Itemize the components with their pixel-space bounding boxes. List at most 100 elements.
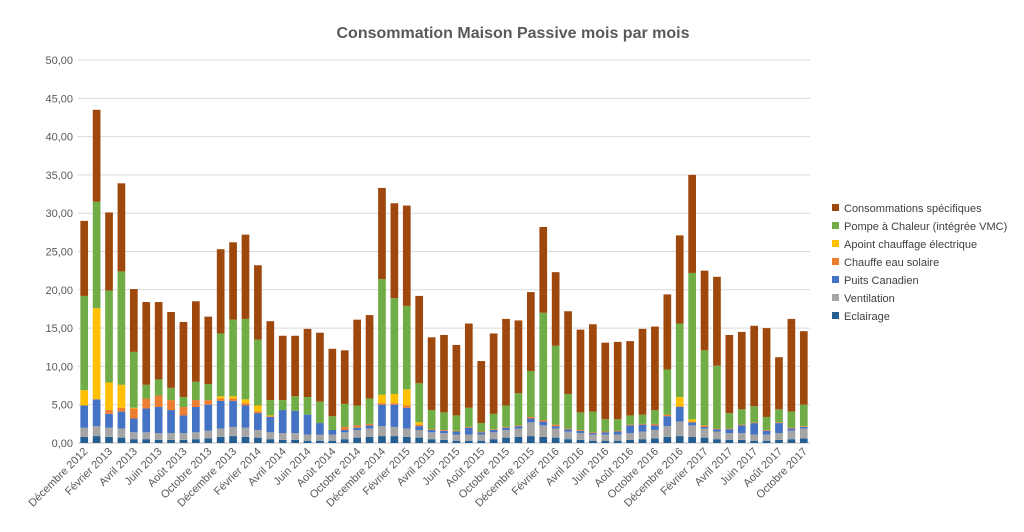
bar-segment <box>638 414 647 424</box>
bar-segment <box>750 406 759 423</box>
legend-label: Consommations spécifiques <box>844 203 982 215</box>
bar-segment <box>80 427 89 437</box>
bar-segment <box>464 407 473 427</box>
bar-segment <box>154 302 163 380</box>
bar-segment <box>564 439 572 443</box>
bar-segment <box>80 220 89 296</box>
bar-segment <box>502 429 510 438</box>
bar-segment <box>353 429 361 438</box>
bar-segment <box>117 428 126 438</box>
bar-segment <box>229 400 237 427</box>
legend-swatch <box>832 204 839 211</box>
bar-segment <box>241 403 250 406</box>
bar-segment <box>539 436 548 443</box>
bar-segment <box>539 226 548 313</box>
bar-segment <box>427 337 436 411</box>
bar-segment <box>254 411 262 414</box>
bar-segment <box>365 436 374 443</box>
bar-segment <box>129 439 138 443</box>
bar-segment <box>502 437 510 443</box>
bar-segment <box>750 422 759 424</box>
bar-segment <box>129 432 138 440</box>
bar-segment <box>613 440 622 443</box>
bar-segment <box>303 434 312 441</box>
bar-segment <box>415 426 424 430</box>
bar-segment <box>179 415 188 434</box>
bar-segment <box>229 426 237 437</box>
bar-segment <box>725 428 734 430</box>
bar-segment <box>502 426 510 428</box>
bar-segment <box>675 421 684 437</box>
bar-segment <box>340 403 349 427</box>
bar-segment <box>477 361 486 424</box>
bar-segment <box>328 348 337 417</box>
legend-swatch <box>832 312 839 319</box>
bar-segment <box>266 439 275 443</box>
bar-segment <box>179 397 188 407</box>
bar-segment <box>316 440 324 443</box>
bar-segment <box>663 294 672 370</box>
bar-segment <box>651 438 659 443</box>
bar-segment <box>278 410 287 434</box>
bar-segment <box>241 399 250 404</box>
legend-swatch <box>832 258 839 265</box>
bar-segment <box>799 404 808 427</box>
bar-segment <box>340 429 349 433</box>
bar-segment <box>626 439 634 443</box>
bar-segment <box>266 415 275 417</box>
bar-segment <box>737 424 746 426</box>
bar-segment <box>725 439 734 443</box>
bar-segment <box>278 400 287 411</box>
bar-segment <box>291 396 299 411</box>
bar-segment <box>489 429 498 430</box>
bar-segment <box>775 423 783 434</box>
bar-segment <box>737 439 746 443</box>
bar-segment <box>576 439 585 443</box>
bar-segment <box>340 350 349 404</box>
bar-segment <box>154 406 163 434</box>
bar-segment <box>675 323 684 398</box>
legend-swatch <box>832 240 839 247</box>
bar-segment <box>737 331 746 410</box>
bar-segment <box>651 425 659 430</box>
bar-segment <box>799 426 808 429</box>
bar-segment <box>626 415 634 425</box>
bar-segment <box>129 418 138 433</box>
bar-segment <box>328 429 337 435</box>
bar-segment <box>539 425 548 437</box>
bar-segment <box>775 422 783 424</box>
bar-segment <box>613 341 622 420</box>
bar-segment <box>204 430 213 439</box>
bar-segment <box>775 439 783 443</box>
bar-segment <box>179 406 188 416</box>
bar-segment <box>477 434 486 441</box>
bar-segment <box>589 440 597 443</box>
bar-segment <box>105 413 113 428</box>
bar-segment <box>216 400 225 429</box>
bar-segment <box>589 411 597 433</box>
bar-segment <box>638 424 647 432</box>
bar-segment <box>688 421 696 423</box>
bar-segment <box>700 437 709 443</box>
bar-segment <box>415 429 424 438</box>
bar-segment <box>551 272 560 346</box>
bar-segment <box>154 439 163 443</box>
bar-segment <box>799 438 808 443</box>
bar-segment <box>328 416 337 430</box>
bar-segment <box>378 404 386 427</box>
y-tick-label: 15,00 <box>45 323 73 335</box>
bar-segment <box>216 428 225 437</box>
bar-segment <box>241 436 250 443</box>
bar-segment <box>601 342 610 420</box>
bar-segment <box>502 405 510 427</box>
bar-segment <box>539 420 548 422</box>
bar-segment <box>514 426 523 429</box>
bar-segment <box>402 305 411 390</box>
bar-segment <box>576 412 585 430</box>
bar-segment <box>216 398 225 401</box>
bar-segment <box>192 406 200 433</box>
bar-segment <box>651 423 659 426</box>
bar-segment <box>117 407 126 412</box>
bar-segment <box>266 416 275 417</box>
